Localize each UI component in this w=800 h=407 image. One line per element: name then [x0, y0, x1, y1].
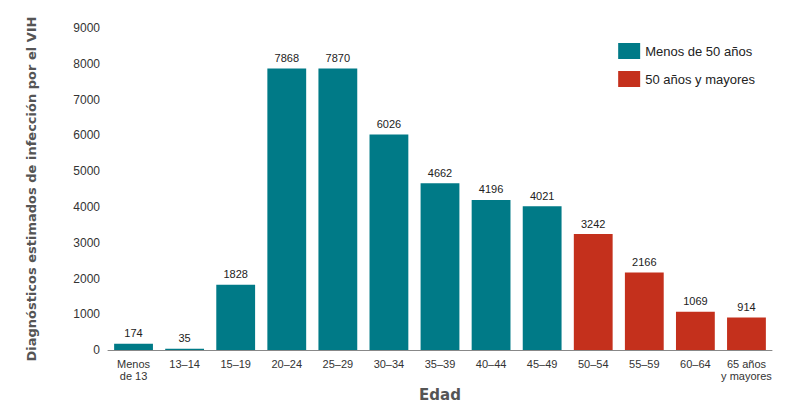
svg-text:4662: 4662 — [428, 167, 452, 179]
svg-text:13–14: 13–14 — [169, 358, 200, 370]
svg-text:4000: 4000 — [73, 200, 100, 214]
svg-text:20–24: 20–24 — [271, 358, 302, 370]
svg-text:y mayores: y mayores — [721, 370, 772, 382]
svg-text:7868: 7868 — [275, 52, 299, 64]
svg-text:35: 35 — [178, 332, 190, 344]
svg-text:4196: 4196 — [479, 183, 503, 195]
svg-text:65 años: 65 años — [727, 358, 767, 370]
svg-text:60–64: 60–64 — [680, 358, 711, 370]
svg-text:1000: 1000 — [73, 307, 100, 321]
svg-text:Menos de 50 años: Menos de 50 años — [645, 44, 752, 59]
svg-text:50 años y mayores: 50 años y mayores — [645, 72, 755, 87]
svg-text:Diagnósticos estimados de infe: Diagnósticos estimados de infección por … — [24, 17, 39, 362]
svg-text:4021: 4021 — [530, 190, 554, 202]
svg-text:914: 914 — [737, 301, 755, 313]
svg-text:174: 174 — [124, 327, 142, 339]
svg-text:35–39: 35–39 — [425, 358, 456, 370]
svg-text:9000: 9000 — [73, 21, 100, 35]
svg-text:de 13: de 13 — [120, 370, 148, 382]
svg-text:6000: 6000 — [73, 128, 100, 142]
svg-text:1828: 1828 — [223, 268, 247, 280]
svg-text:7000: 7000 — [73, 93, 100, 107]
svg-text:30–34: 30–34 — [374, 358, 405, 370]
svg-text:8000: 8000 — [73, 57, 100, 71]
svg-text:55–59: 55–59 — [629, 358, 660, 370]
svg-text:5000: 5000 — [73, 164, 100, 178]
svg-text:45–49: 45–49 — [527, 358, 558, 370]
svg-text:2166: 2166 — [632, 256, 656, 268]
svg-text:50–54: 50–54 — [578, 358, 609, 370]
svg-text:7870: 7870 — [326, 52, 350, 64]
svg-text:3000: 3000 — [73, 236, 100, 250]
svg-text:Edad: Edad — [419, 386, 461, 404]
svg-text:25–29: 25–29 — [323, 358, 354, 370]
svg-text:1069: 1069 — [683, 295, 707, 307]
svg-text:6026: 6026 — [377, 118, 401, 130]
svg-text:0: 0 — [93, 343, 100, 357]
svg-text:15–19: 15–19 — [220, 358, 251, 370]
svg-text:2000: 2000 — [73, 272, 100, 286]
svg-text:Menos: Menos — [117, 358, 151, 370]
svg-text:3242: 3242 — [581, 218, 605, 230]
svg-text:40–44: 40–44 — [476, 358, 507, 370]
